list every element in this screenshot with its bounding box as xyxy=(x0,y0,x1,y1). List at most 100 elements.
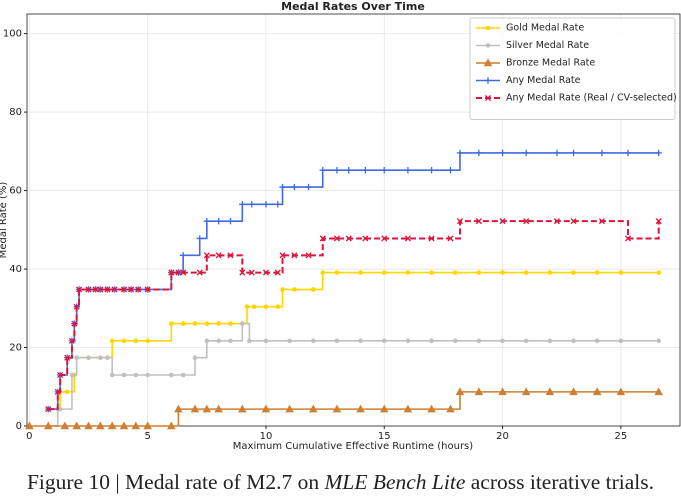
marker xyxy=(247,338,252,344)
marker xyxy=(570,149,577,157)
marker xyxy=(358,338,363,344)
marker xyxy=(248,201,255,208)
marker xyxy=(292,287,297,292)
marker xyxy=(291,183,298,191)
marker xyxy=(498,387,507,396)
marker xyxy=(571,270,576,275)
marker xyxy=(310,287,316,292)
marker xyxy=(240,321,245,326)
marker xyxy=(333,166,341,174)
marker xyxy=(169,372,174,378)
marker xyxy=(427,404,436,413)
x-axis-label: Maximum Cumulative Effective Runtime (ho… xyxy=(233,441,473,452)
marker xyxy=(523,149,530,157)
y-tick-label: 60 xyxy=(9,186,22,197)
marker xyxy=(263,304,269,310)
y-axis-label: Medal Rate (%) xyxy=(0,182,9,259)
marker xyxy=(133,372,139,378)
marker xyxy=(404,166,412,174)
marker xyxy=(239,201,246,208)
marker xyxy=(446,404,455,413)
y-tick-label: 100 xyxy=(3,29,22,40)
marker xyxy=(192,321,198,326)
marker xyxy=(190,404,200,413)
marker xyxy=(68,337,75,344)
marker xyxy=(429,338,434,344)
marker xyxy=(204,338,210,344)
marker xyxy=(547,338,553,344)
y-tick-label: 0 xyxy=(16,421,22,432)
marker xyxy=(332,404,342,413)
marker xyxy=(174,404,183,413)
marker xyxy=(121,372,127,378)
marker xyxy=(474,387,484,396)
marker xyxy=(86,355,91,361)
marker xyxy=(84,421,93,430)
marker xyxy=(72,421,81,430)
marker xyxy=(598,218,605,225)
marker xyxy=(523,270,529,275)
marker xyxy=(169,321,174,326)
marker xyxy=(192,355,198,361)
plot-frame xyxy=(26,13,681,427)
marker xyxy=(167,421,176,430)
marker xyxy=(275,304,281,310)
marker xyxy=(319,166,326,174)
marker xyxy=(334,338,340,344)
marker xyxy=(334,270,340,275)
marker xyxy=(624,149,632,157)
x-tick-label: 15 xyxy=(378,431,391,442)
marker xyxy=(655,218,662,225)
marker xyxy=(262,269,269,276)
marker xyxy=(656,338,662,344)
y-tick-label: 80 xyxy=(9,107,22,118)
marker xyxy=(54,388,61,395)
marker xyxy=(104,286,111,293)
marker xyxy=(74,355,79,361)
marker xyxy=(362,235,369,242)
marker xyxy=(175,269,182,276)
marker xyxy=(429,270,434,275)
marker xyxy=(111,286,118,293)
marker xyxy=(168,269,175,276)
marker xyxy=(216,338,221,344)
marker xyxy=(305,252,312,259)
x-tick-label: 20 xyxy=(496,431,509,442)
marker xyxy=(571,338,576,344)
chart-title: Medal Rates Over Time xyxy=(281,0,425,13)
marker xyxy=(248,269,255,276)
marker xyxy=(320,270,326,275)
marker xyxy=(310,338,316,344)
marker xyxy=(215,217,222,225)
series-line xyxy=(48,322,659,427)
marker xyxy=(228,321,233,326)
marker xyxy=(291,252,298,259)
marker xyxy=(598,149,606,157)
marker xyxy=(261,404,271,413)
marker xyxy=(475,218,482,225)
marker xyxy=(274,269,281,276)
marker xyxy=(244,304,250,310)
marker xyxy=(202,404,212,413)
legend-label: Bronze Medal Rate xyxy=(506,58,595,69)
marker xyxy=(85,286,92,293)
caption-lead: Figure 10 | Medal rate of M2.7 on xyxy=(26,470,325,494)
x-tick-label: 25 xyxy=(614,431,627,442)
marker xyxy=(203,217,211,225)
marker xyxy=(484,77,492,84)
marker xyxy=(128,286,135,293)
marker xyxy=(476,338,482,344)
marker xyxy=(69,372,75,378)
marker xyxy=(483,58,493,67)
marker xyxy=(345,166,352,174)
marker xyxy=(179,252,187,259)
marker xyxy=(131,421,141,430)
caption: Figure 10 | Medal rate of M2.7 on MLE Be… xyxy=(0,470,681,495)
marker xyxy=(135,286,142,293)
marker xyxy=(25,421,34,430)
marker xyxy=(57,406,63,412)
marker xyxy=(428,166,435,174)
marker xyxy=(485,25,491,31)
x-tick-label: 0 xyxy=(26,431,32,442)
marker xyxy=(215,252,222,259)
